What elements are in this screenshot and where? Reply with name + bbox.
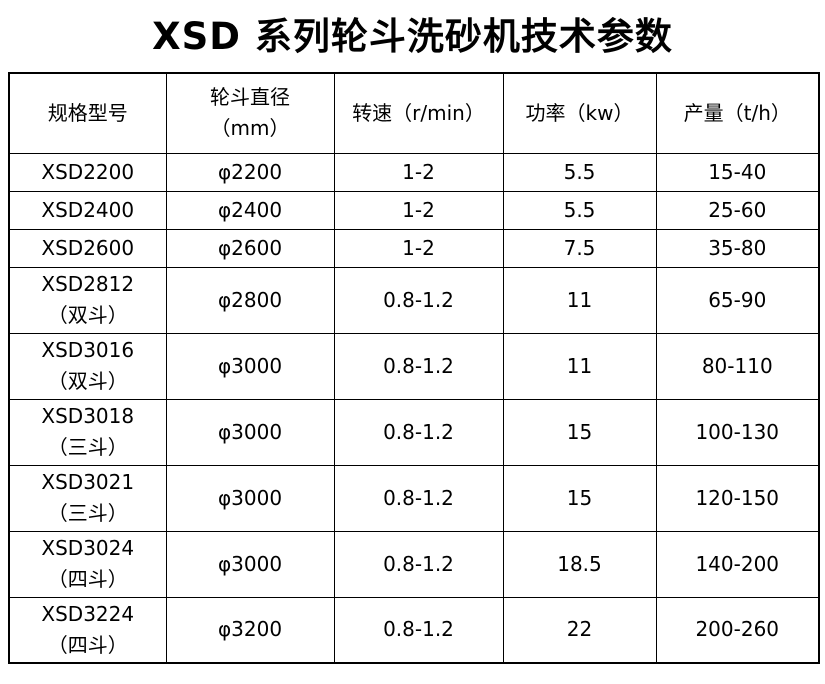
cell-speed: 0.8-1.2: [333, 596, 504, 664]
cell-speed: 0.8-1.2: [333, 332, 504, 400]
header-row: 规格型号 轮斗直径 （mm） 转速（r/min） 功率（kw） 产量（t/h）: [8, 72, 820, 154]
cell-capacity: 120-150: [655, 464, 820, 532]
cell-diameter: φ2800: [165, 266, 335, 334]
cell-power: 22: [502, 596, 657, 664]
table-row: XSD2600 φ2600 1-2 7.5 35-80: [8, 228, 820, 268]
cell-speed: 1-2: [333, 190, 504, 230]
cell-model: XSD2400: [8, 190, 167, 230]
cell-diameter: φ2200: [165, 152, 335, 192]
cell-model: XSD2812 （双斗）: [8, 266, 167, 334]
page: { "page_title": "XSD 系列轮斗洗砂机技术参数", "tabl…: [0, 6, 825, 684]
cell-power: 7.5: [502, 228, 657, 268]
header-cell-model: 规格型号: [8, 72, 167, 154]
table-row: XSD3018 （三斗） φ3000 0.8-1.2 15 100-130: [8, 398, 820, 466]
cell-capacity: 80-110: [655, 332, 820, 400]
header-cell-capacity: 产量（t/h）: [655, 72, 820, 154]
cell-speed: 0.8-1.2: [333, 266, 504, 334]
cell-capacity: 15-40: [655, 152, 820, 192]
cell-speed: 0.8-1.2: [333, 530, 504, 598]
cell-diameter: φ3000: [165, 530, 335, 598]
cell-speed: 1-2: [333, 228, 504, 268]
cell-diameter: φ2400: [165, 190, 335, 230]
cell-diameter: φ3000: [165, 464, 335, 532]
table-row: XSD3224 （四斗） φ3200 0.8-1.2 22 200-260: [8, 596, 820, 664]
table-row: XSD3016 （双斗） φ3000 0.8-1.2 11 80-110: [8, 332, 820, 400]
cell-power: 18.5: [502, 530, 657, 598]
cell-power: 11: [502, 332, 657, 400]
cell-capacity: 25-60: [655, 190, 820, 230]
table-row: XSD2812 （双斗） φ2800 0.8-1.2 11 65-90: [8, 266, 820, 334]
cell-power: 15: [502, 398, 657, 466]
cell-model: XSD2600: [8, 228, 167, 268]
cell-capacity: 65-90: [655, 266, 820, 334]
cell-diameter: φ3200: [165, 596, 335, 664]
cell-power: 5.5: [502, 190, 657, 230]
cell-power: 15: [502, 464, 657, 532]
cell-model: XSD3016 （双斗）: [8, 332, 167, 400]
cell-speed: 1-2: [333, 152, 504, 192]
cell-power: 11: [502, 266, 657, 334]
table-row: XSD3021 （三斗） φ3000 0.8-1.2 15 120-150: [8, 464, 820, 532]
page-title: XSD 系列轮斗洗砂机技术参数: [152, 15, 673, 58]
spec-table: 规格型号 轮斗直径 （mm） 转速（r/min） 功率（kw） 产量（t/h） …: [8, 72, 820, 664]
cell-capacity: 35-80: [655, 228, 820, 268]
cell-capacity: 200-260: [655, 596, 820, 664]
cell-capacity: 100-130: [655, 398, 820, 466]
cell-power: 5.5: [502, 152, 657, 192]
header-cell-diameter: 轮斗直径 （mm）: [165, 72, 335, 154]
cell-diameter: φ2600: [165, 228, 335, 268]
cell-speed: 0.8-1.2: [333, 398, 504, 466]
cell-model: XSD3018 （三斗）: [8, 398, 167, 466]
table-row: XSD2400 φ2400 1-2 5.5 25-60: [8, 190, 820, 230]
cell-diameter: φ3000: [165, 398, 335, 466]
table-row: XSD3024 （四斗） φ3000 0.8-1.2 18.5 140-200: [8, 530, 820, 598]
cell-capacity: 140-200: [655, 530, 820, 598]
cell-speed: 0.8-1.2: [333, 464, 504, 532]
header-cell-power: 功率（kw）: [502, 72, 657, 154]
cell-model: XSD3021 （三斗）: [8, 464, 167, 532]
header-cell-speed: 转速（r/min）: [333, 72, 504, 154]
cell-diameter: φ3000: [165, 332, 335, 400]
cell-model: XSD3224 （四斗）: [8, 596, 167, 664]
cell-model: XSD2200: [8, 152, 167, 192]
table-row: XSD2200 φ2200 1-2 5.5 15-40: [8, 152, 820, 192]
cell-model: XSD3024 （四斗）: [8, 530, 167, 598]
